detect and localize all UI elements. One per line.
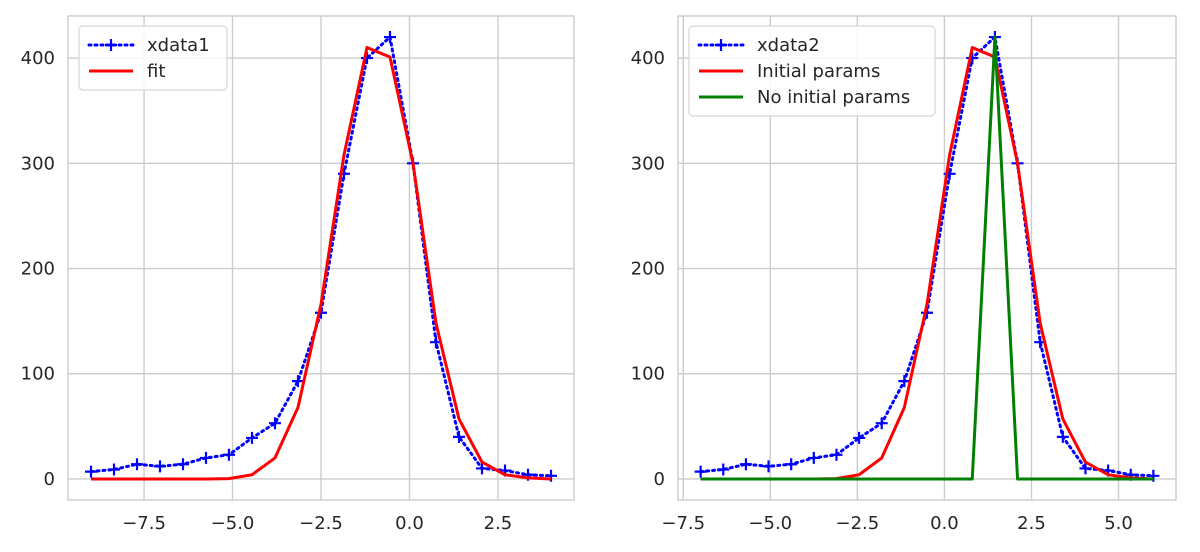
x-tick-label: −5.0 [211,513,255,534]
data-point [830,448,843,461]
data-point [453,430,465,443]
legend-label: xdata2 [757,35,820,56]
data-point [85,465,97,478]
data-point [785,458,798,471]
series-line-no-initial-params [700,35,1154,481]
axes-frame [677,15,1177,501]
data-point [292,375,304,388]
y-tick-label: 300 [21,153,55,174]
series-line-fit [91,46,552,481]
legend-box [688,25,936,117]
chart-panel-1: −7.5 −5.0 −2.5 0.0 2.5 0 100 200 300 400 xdata1 fit [21,15,575,534]
legend: xdata2 Initial params No initial params [688,25,936,117]
y-tick-label: 400 [21,48,55,69]
axes-frame [67,15,575,501]
data-point [177,458,189,471]
y-tick-label: 400 [631,48,665,69]
x-tick-label: −5.0 [748,513,792,534]
legend-label: Initial params [757,61,880,82]
data-point [476,462,488,475]
data-point [1056,430,1069,443]
x-tick-label: 0.0 [930,513,959,534]
legend: xdata1 fit [78,25,228,91]
data-point [853,431,866,444]
data-point [154,460,166,473]
x-tick-label: −2.5 [299,513,343,534]
y-tick-label: 100 [631,364,665,385]
y-tick-label: 0 [654,469,665,490]
legend-marker [715,39,727,51]
data-point [108,463,120,476]
chart-panel-2: −7.5 −5.0 −2.5 0.0 2.5 5.0 0 100 200 300 400 xdata2… [631,15,1177,534]
y-tick-label: 300 [631,153,665,174]
data-point [875,417,888,430]
x-tick-label: −2.5 [835,513,879,534]
x-tick-label: 5.0 [1104,513,1133,534]
legend-box [78,25,228,91]
data-point [384,31,396,44]
data-point [739,458,752,471]
y-tick-label: 200 [631,259,665,280]
y-tick-label: 200 [21,259,55,280]
data-point [807,451,820,464]
data-point [246,431,258,444]
data-point [545,469,557,482]
data-point [762,460,775,473]
x-tick-label: −7.5 [661,513,705,534]
x-tick-label: −7.5 [122,513,166,534]
data-point [1079,462,1092,475]
data-point [200,451,212,464]
legend-marker [105,39,117,51]
data-point [131,458,143,471]
legend-label: xdata1 [147,35,210,56]
data-point [898,375,911,388]
data-point [269,417,281,430]
legend-label: fit [147,61,165,82]
series-line-xdata1 [89,35,553,478]
y-tick-label: 0 [44,469,55,490]
data-point [717,463,730,476]
y-tick-label: 100 [21,364,55,385]
x-tick-label: 0.0 [395,513,424,534]
data-point [223,448,235,461]
legend-label: No initial params [757,87,910,108]
data-point [694,465,707,478]
x-tick-label: 2.5 [1017,513,1046,534]
x-tick-label: 2.5 [484,513,513,534]
